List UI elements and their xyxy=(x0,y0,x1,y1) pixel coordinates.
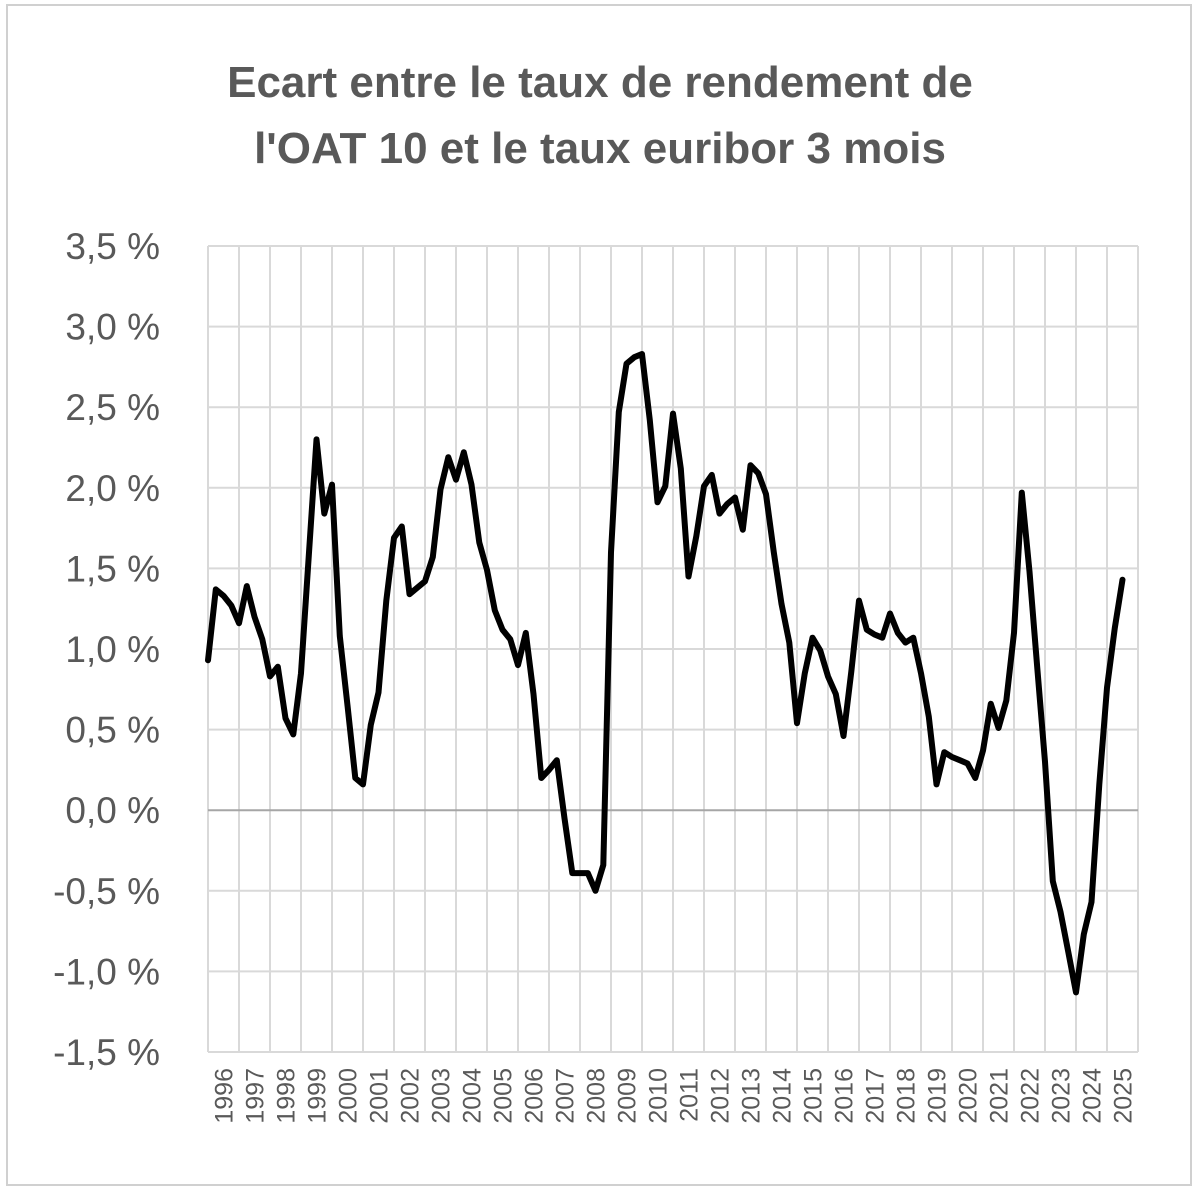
x-tick-label: 2017 xyxy=(862,1068,890,1124)
y-tick-label: -0,5 % xyxy=(53,871,160,912)
series-line xyxy=(205,351,1126,996)
x-tick-label: 2020 xyxy=(955,1068,983,1124)
x-tick-label: 2001 xyxy=(366,1068,394,1124)
x-tick-label: 2018 xyxy=(893,1068,921,1124)
x-tick-label: 2021 xyxy=(986,1068,1014,1124)
x-tick-label: 2015 xyxy=(800,1068,828,1124)
x-tick-label: 2006 xyxy=(521,1068,549,1124)
x-tick-label: 2019 xyxy=(924,1068,952,1124)
x-axis-tick-labels: 1996 1997 1998 1999 2000 2001 2002 2003 2004 2005… xyxy=(211,1068,1138,1124)
x-tick-label: 2007 xyxy=(552,1068,580,1124)
x-tick-label: 2003 xyxy=(428,1068,456,1124)
x-tick-label: 2014 xyxy=(769,1068,797,1124)
y-tick-label: -1,5 % xyxy=(53,1032,160,1073)
vertical-gridlines xyxy=(207,246,1139,1052)
x-tick-label: 2010 xyxy=(645,1068,673,1124)
x-tick-label: 2000 xyxy=(335,1068,363,1124)
x-tick-label: 2004 xyxy=(459,1068,487,1124)
x-tick-label: 2009 xyxy=(614,1068,642,1124)
x-tick-label: 2008 xyxy=(583,1068,611,1124)
x-tick-label: 2002 xyxy=(397,1068,425,1124)
y-tick-label: 3,5 % xyxy=(65,226,160,267)
x-tick-label: 2025 xyxy=(1110,1068,1138,1124)
y-tick-label: -1,0 % xyxy=(53,951,160,992)
x-tick-label: 2023 xyxy=(1048,1068,1076,1124)
x-tick-label: 1999 xyxy=(304,1068,332,1124)
x-tick-label: 2011 xyxy=(676,1068,704,1122)
chart-frame xyxy=(6,4,1192,1186)
y-tick-label: 1,5 % xyxy=(65,548,160,589)
x-tick-label: 1996 xyxy=(211,1068,239,1124)
x-tick-label: 2016 xyxy=(831,1068,859,1124)
x-tick-label: 1998 xyxy=(273,1068,301,1124)
x-tick-label: 2013 xyxy=(738,1068,766,1124)
y-axis-tick-labels: 3,5 % 3,0 % 2,5 % 2,0 % 1,5 % 1,0 % 0,5 % 0,0 %… xyxy=(53,226,160,1073)
chart-title: Ecart entre le taux de rendement de l'OA… xyxy=(227,58,973,173)
series-group xyxy=(205,351,1126,996)
x-tick-label: 2005 xyxy=(490,1068,518,1124)
x-tick-label: 2012 xyxy=(707,1068,735,1124)
y-tick-label: 2,0 % xyxy=(65,468,160,509)
y-tick-label: 2,5 % xyxy=(65,387,160,428)
x-tick-label: 1997 xyxy=(242,1068,270,1124)
y-tick-label: 3,0 % xyxy=(65,307,160,348)
x-tick-label: 2024 xyxy=(1079,1068,1107,1124)
y-tick-label: 0,5 % xyxy=(65,710,160,751)
x-tick-label: 2022 xyxy=(1017,1068,1045,1124)
y-tick-label: 0,0 % xyxy=(65,790,160,831)
y-tick-label: 1,0 % xyxy=(65,629,160,670)
